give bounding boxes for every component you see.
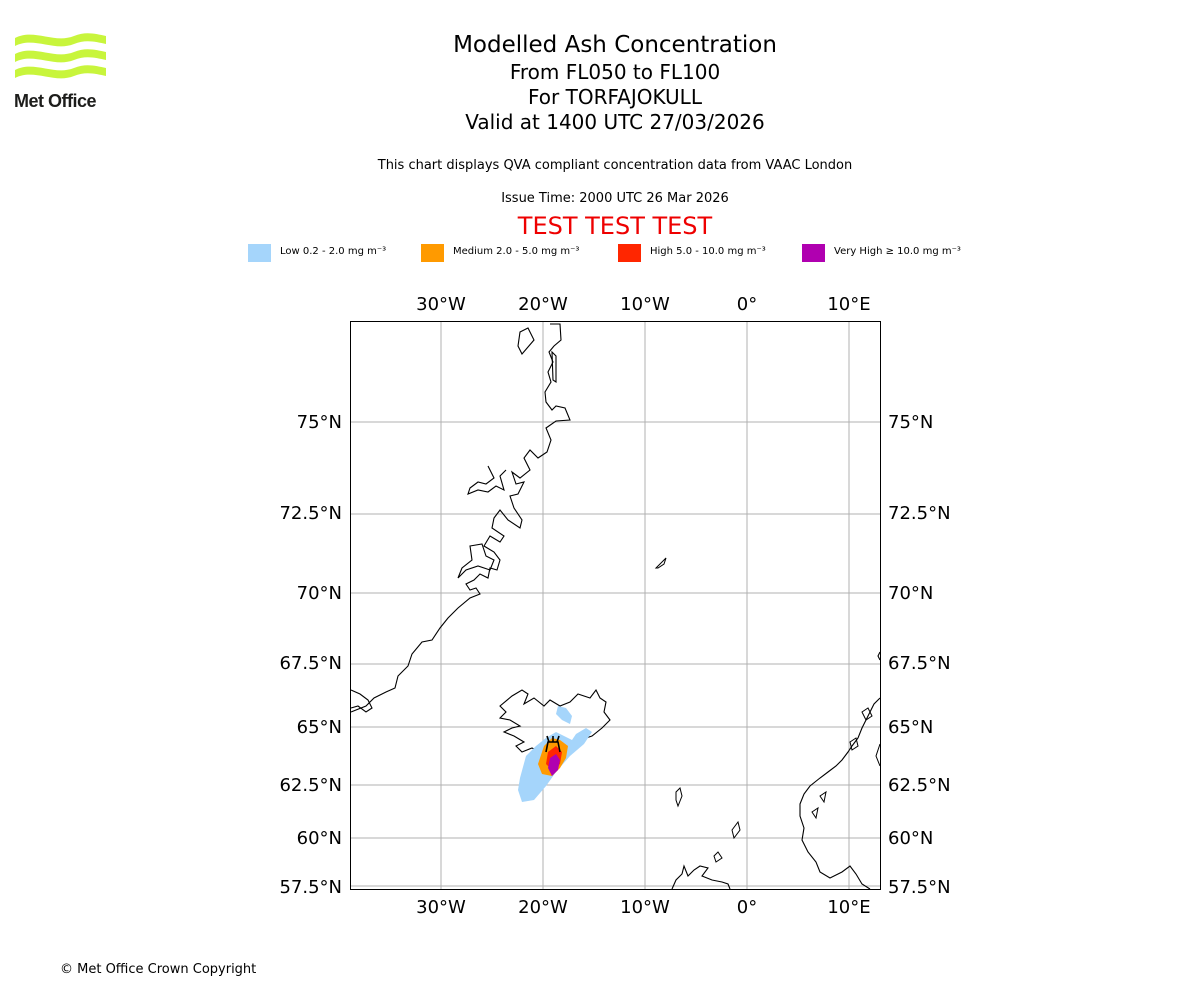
legend-swatch-very-high — [802, 244, 825, 262]
lat-label-left-57-5n: 57.5°N — [279, 877, 342, 898]
map-frame — [350, 321, 881, 890]
volcano-line: For TORFAJOKULL — [528, 85, 702, 109]
legend-swatch-medium — [421, 244, 444, 262]
volcano-marker-icon — [545, 735, 561, 753]
axis-labels: 30°W 20°W 10°W 0° 10°E 30°W 20°W 10°W 0°… — [279, 294, 950, 918]
chart-title: Modelled Ash Concentration — [453, 32, 777, 58]
lon-label-bottom-20w: 20°W — [518, 897, 568, 918]
legend-label-medium: Medium 2.0 - 5.0 mg m⁻³ — [453, 246, 580, 257]
graticule — [351, 322, 880, 889]
lat-label-right-70n: 70°N — [888, 583, 933, 604]
copyright-notice: © Met Office Crown Copyright — [60, 962, 257, 977]
ash-area-low-north — [556, 706, 572, 724]
valid-time: Valid at 1400 UTC 27/03/2026 — [465, 110, 765, 134]
ash-area-very-high — [548, 754, 560, 776]
greenland-fjord-1 — [517, 327, 557, 384]
chart-titles: Modelled Ash Concentration From FL050 to… — [330, 30, 900, 135]
lon-label-bottom-10w: 10°W — [620, 897, 670, 918]
met-office-logo: Met Office — [14, 30, 108, 114]
orkney-islands — [713, 851, 723, 863]
legend-swatch-high — [618, 244, 641, 262]
legend-label-very-high: Very High ≥ 10.0 mg m⁻³ — [834, 246, 961, 257]
lon-label-top-10e: 10°E — [827, 294, 870, 315]
lat-label-right-72-5n: 72.5°N — [888, 503, 951, 524]
level-range: From FL050 to FL100 — [509, 60, 721, 84]
lat-label-left-65n: 65°N — [297, 717, 342, 738]
shetland-islands — [731, 820, 741, 840]
lat-label-left-75n: 75°N — [297, 412, 342, 433]
legend-label-high: High 5.0 - 10.0 mg m⁻³ — [650, 246, 766, 257]
lon-label-top-30w: 30°W — [416, 294, 466, 315]
lat-label-right-57-5n: 57.5°N — [888, 877, 951, 898]
lat-label-right-62-5n: 62.5°N — [888, 775, 951, 796]
faroe-islands — [675, 787, 683, 808]
jan-mayen-island — [654, 557, 667, 569]
compliance-note: This chart displays QVA compliant concen… — [377, 158, 853, 173]
greenland-fjord-3 — [457, 543, 495, 579]
met-office-wave-icon — [15, 33, 106, 79]
lat-label-left-62-5n: 62.5°N — [279, 775, 342, 796]
greenland-fjord-2 — [467, 465, 507, 495]
lat-label-right-67-5n: 67.5°N — [888, 653, 951, 674]
lon-label-bottom-10e: 10°E — [827, 897, 870, 918]
lon-label-top-20w: 20°W — [518, 294, 568, 315]
lat-label-right-60n: 60°N — [888, 828, 933, 849]
lon-label-top-10w: 10°W — [620, 294, 670, 315]
lat-label-right-65n: 65°N — [888, 717, 933, 738]
lat-label-left-60n: 60°N — [297, 828, 342, 849]
norway-coastline — [799, 651, 881, 890]
lat-label-left-72-5n: 72.5°N — [279, 503, 342, 524]
brand-name: Met Office — [14, 91, 97, 111]
legend-swatch-low — [248, 244, 271, 262]
issue-time: Issue Time: 2000 UTC 26 Mar 2026 — [501, 191, 729, 206]
lon-label-bottom-30w: 30°W — [416, 897, 466, 918]
lat-label-right-75n: 75°N — [888, 412, 933, 433]
legend-label-low: Low 0.2 - 2.0 mg m⁻³ — [280, 246, 387, 257]
greenland-coastline — [350, 323, 571, 713]
norway-islands — [811, 707, 881, 820]
lon-label-bottom-0: 0° — [737, 897, 757, 918]
lat-label-left-70n: 70°N — [297, 583, 342, 604]
test-banner: TEST TEST TEST — [517, 212, 713, 240]
lon-label-top-0: 0° — [737, 294, 757, 315]
greenland-southern-tip — [350, 689, 373, 713]
scotland-coastline — [671, 864, 731, 890]
lat-label-left-67-5n: 67.5°N — [279, 653, 342, 674]
